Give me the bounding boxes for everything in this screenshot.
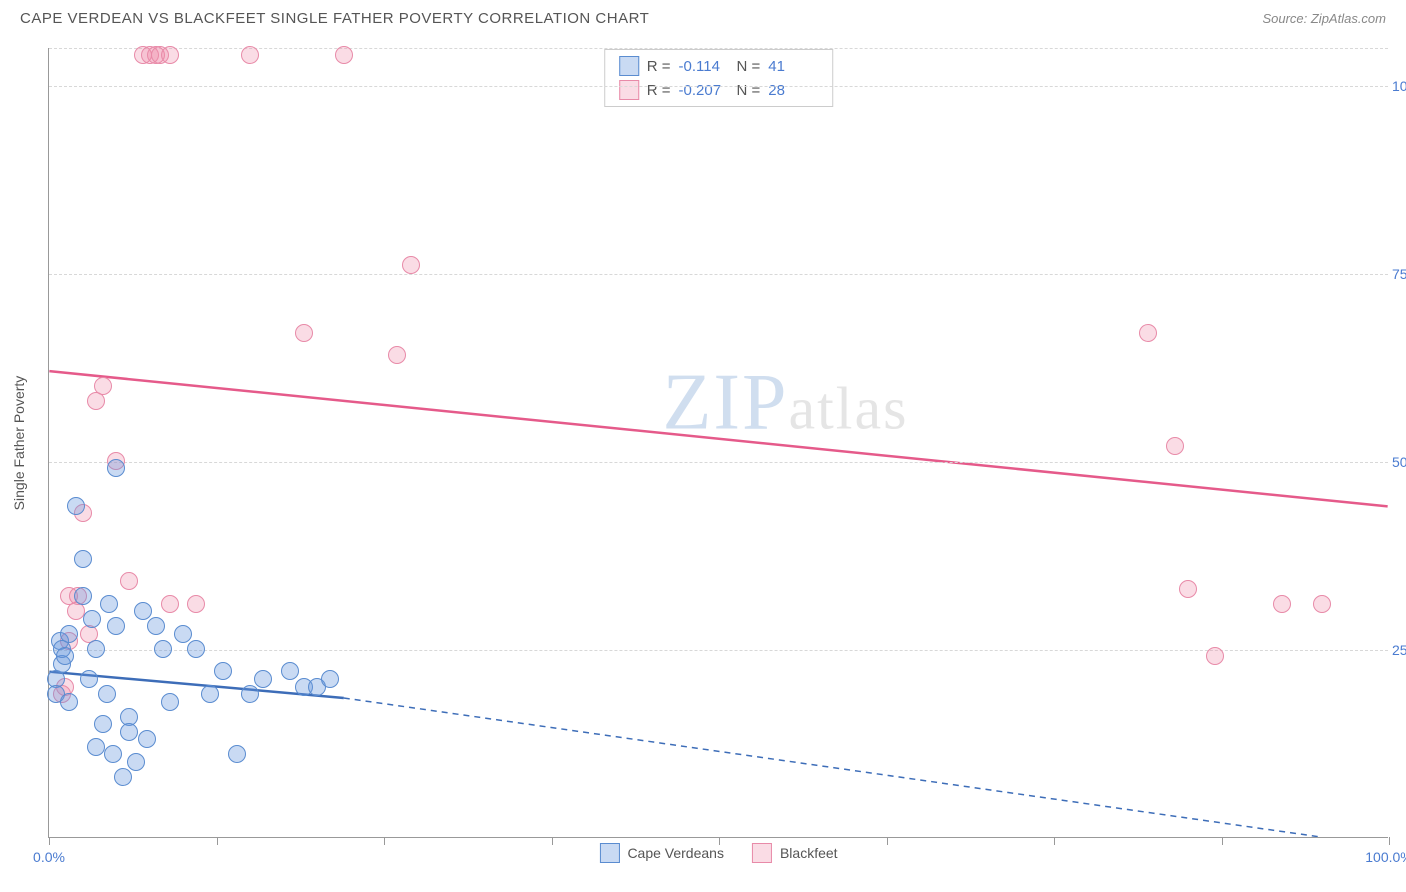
data-point	[87, 640, 105, 658]
scatter-chart: Single Father Poverty ZIPatlas R = -0.11…	[48, 48, 1388, 838]
data-point	[161, 693, 179, 711]
legend-item-blue: Cape Verdeans	[599, 843, 724, 863]
data-point	[94, 377, 112, 395]
data-point	[281, 662, 299, 680]
stats-row-blue: R = -0.114 N = 41	[619, 54, 819, 78]
gridline	[49, 86, 1388, 87]
x-tick	[887, 837, 888, 845]
source-attribution: Source: ZipAtlas.com	[1262, 11, 1386, 26]
data-point	[154, 640, 172, 658]
data-point	[114, 768, 132, 786]
x-tick	[552, 837, 553, 845]
data-point	[228, 745, 246, 763]
data-point	[388, 346, 406, 364]
data-point	[138, 730, 156, 748]
stats-legend: R = -0.114 N = 41 R = -0.207 N = 28	[604, 49, 834, 107]
data-point	[295, 324, 313, 342]
data-point	[1206, 647, 1224, 665]
legend-item-pink: Blackfeet	[752, 843, 838, 863]
data-point	[83, 610, 101, 628]
data-point	[161, 595, 179, 613]
data-point	[241, 685, 259, 703]
data-point	[214, 662, 232, 680]
data-point	[201, 685, 219, 703]
x-tick	[1054, 837, 1055, 845]
chart-header: CAPE VERDEAN VS BLACKFEET SINGLE FATHER …	[0, 0, 1406, 33]
data-point	[87, 738, 105, 756]
data-point	[1179, 580, 1197, 598]
data-point	[60, 693, 78, 711]
trend-lines	[49, 48, 1388, 837]
data-point	[80, 670, 98, 688]
data-point	[100, 595, 118, 613]
data-point	[147, 617, 165, 635]
x-tick-label: 0.0%	[33, 849, 65, 865]
data-point	[127, 753, 145, 771]
data-point	[335, 46, 353, 64]
chart-title: CAPE VERDEAN VS BLACKFEET SINGLE FATHER …	[20, 10, 649, 27]
data-point	[120, 723, 138, 741]
data-point	[1166, 437, 1184, 455]
y-tick-label: 50.0%	[1392, 454, 1406, 470]
data-point	[104, 745, 122, 763]
data-point	[94, 715, 112, 733]
x-tick	[49, 837, 50, 845]
data-point	[74, 587, 92, 605]
data-point	[1273, 595, 1291, 613]
data-point	[174, 625, 192, 643]
gridline	[49, 274, 1388, 275]
x-tick	[1389, 837, 1390, 845]
data-point	[187, 640, 205, 658]
data-point	[60, 625, 78, 643]
y-tick-label: 75.0%	[1392, 266, 1406, 282]
stats-row-pink: R = -0.207 N = 28	[619, 78, 819, 102]
y-tick-label: 25.0%	[1392, 642, 1406, 658]
swatch-blue-icon	[619, 56, 639, 76]
data-point	[1139, 324, 1157, 342]
data-point	[56, 647, 74, 665]
swatch-pink-icon	[752, 843, 772, 863]
x-tick	[217, 837, 218, 845]
series-legend: Cape Verdeans Blackfeet	[599, 843, 837, 863]
data-point	[1313, 595, 1331, 613]
swatch-pink-icon	[619, 80, 639, 100]
x-tick	[384, 837, 385, 845]
watermark: ZIPatlas	[662, 358, 908, 449]
gridline	[49, 462, 1388, 463]
data-point	[402, 256, 420, 274]
data-point	[321, 670, 339, 688]
data-point	[120, 572, 138, 590]
data-point	[254, 670, 272, 688]
data-point	[67, 497, 85, 515]
data-point	[107, 459, 125, 477]
x-tick-label: 100.0%	[1365, 849, 1406, 865]
data-point	[241, 46, 259, 64]
data-point	[98, 685, 116, 703]
data-point	[161, 46, 179, 64]
y-tick-label: 100.0%	[1392, 78, 1406, 94]
x-tick	[1222, 837, 1223, 845]
data-point	[134, 602, 152, 620]
data-point	[107, 617, 125, 635]
x-tick	[719, 837, 720, 845]
swatch-blue-icon	[599, 843, 619, 863]
data-point	[74, 550, 92, 568]
gridline	[49, 650, 1388, 651]
y-axis-label: Single Father Poverty	[11, 375, 27, 510]
data-point	[187, 595, 205, 613]
